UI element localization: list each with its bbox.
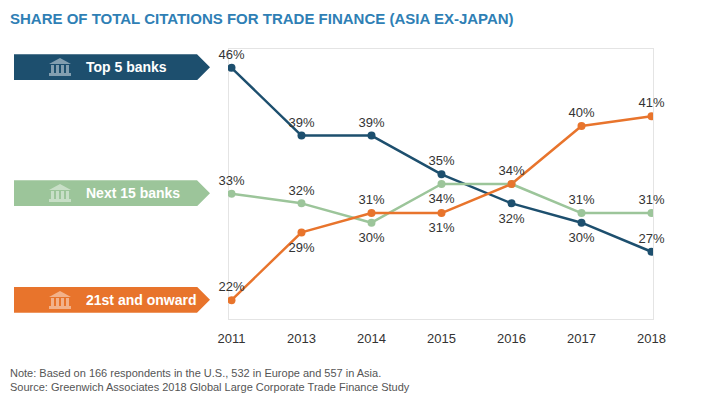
svg-text:32%: 32% xyxy=(288,183,314,198)
svg-text:32%: 32% xyxy=(498,211,524,226)
svg-text:31%: 31% xyxy=(568,192,594,207)
svg-text:27%: 27% xyxy=(638,231,664,246)
svg-text:35%: 35% xyxy=(428,153,454,168)
svg-text:33%: 33% xyxy=(218,173,244,188)
svg-text:2013: 2013 xyxy=(287,331,316,346)
svg-text:2015: 2015 xyxy=(427,331,456,346)
svg-text:30%: 30% xyxy=(358,230,384,245)
html-text:Top 5 banks: Top 5 banks xyxy=(86,59,167,76)
svg-text:2014: 2014 xyxy=(357,331,386,346)
svg-text:2016: 2016 xyxy=(497,331,526,346)
svg-text:2018: 2018 xyxy=(637,331,666,346)
svg-text:41%: 41% xyxy=(638,95,664,110)
svg-text:30%: 30% xyxy=(568,230,594,245)
svg-text:46%: 46% xyxy=(218,47,244,62)
svg-text:31%: 31% xyxy=(428,220,454,235)
html-text:Next 15 banks: Next 15 banks xyxy=(86,185,181,202)
svg-text:2011: 2011 xyxy=(218,331,246,346)
html-text:SHARE OF TOTAL CITATIONS FOR T: SHARE OF TOTAL CITATIONS FOR TRADE FINAN… xyxy=(10,10,514,27)
html-text:Source: Greenwich Associates 2: Source: Greenwich Associates 2018 Global… xyxy=(10,381,410,393)
svg-text:31%: 31% xyxy=(638,192,664,207)
svg-text:39%: 39% xyxy=(288,115,314,130)
svg-text:29%: 29% xyxy=(288,240,314,255)
svg-text:40%: 40% xyxy=(568,105,594,120)
svg-text:34%: 34% xyxy=(498,163,524,178)
html-text:Note: Based on 166 respondents: Note: Based on 166 respondents in the U.… xyxy=(10,367,382,379)
svg-text:31%: 31% xyxy=(358,192,384,207)
svg-text:39%: 39% xyxy=(358,115,384,130)
svg-text:34%: 34% xyxy=(428,191,454,206)
html-text:21st and onward: 21st and onward xyxy=(86,291,197,308)
svg-text:2017: 2017 xyxy=(567,331,596,346)
svg-text:22%: 22% xyxy=(218,279,244,294)
